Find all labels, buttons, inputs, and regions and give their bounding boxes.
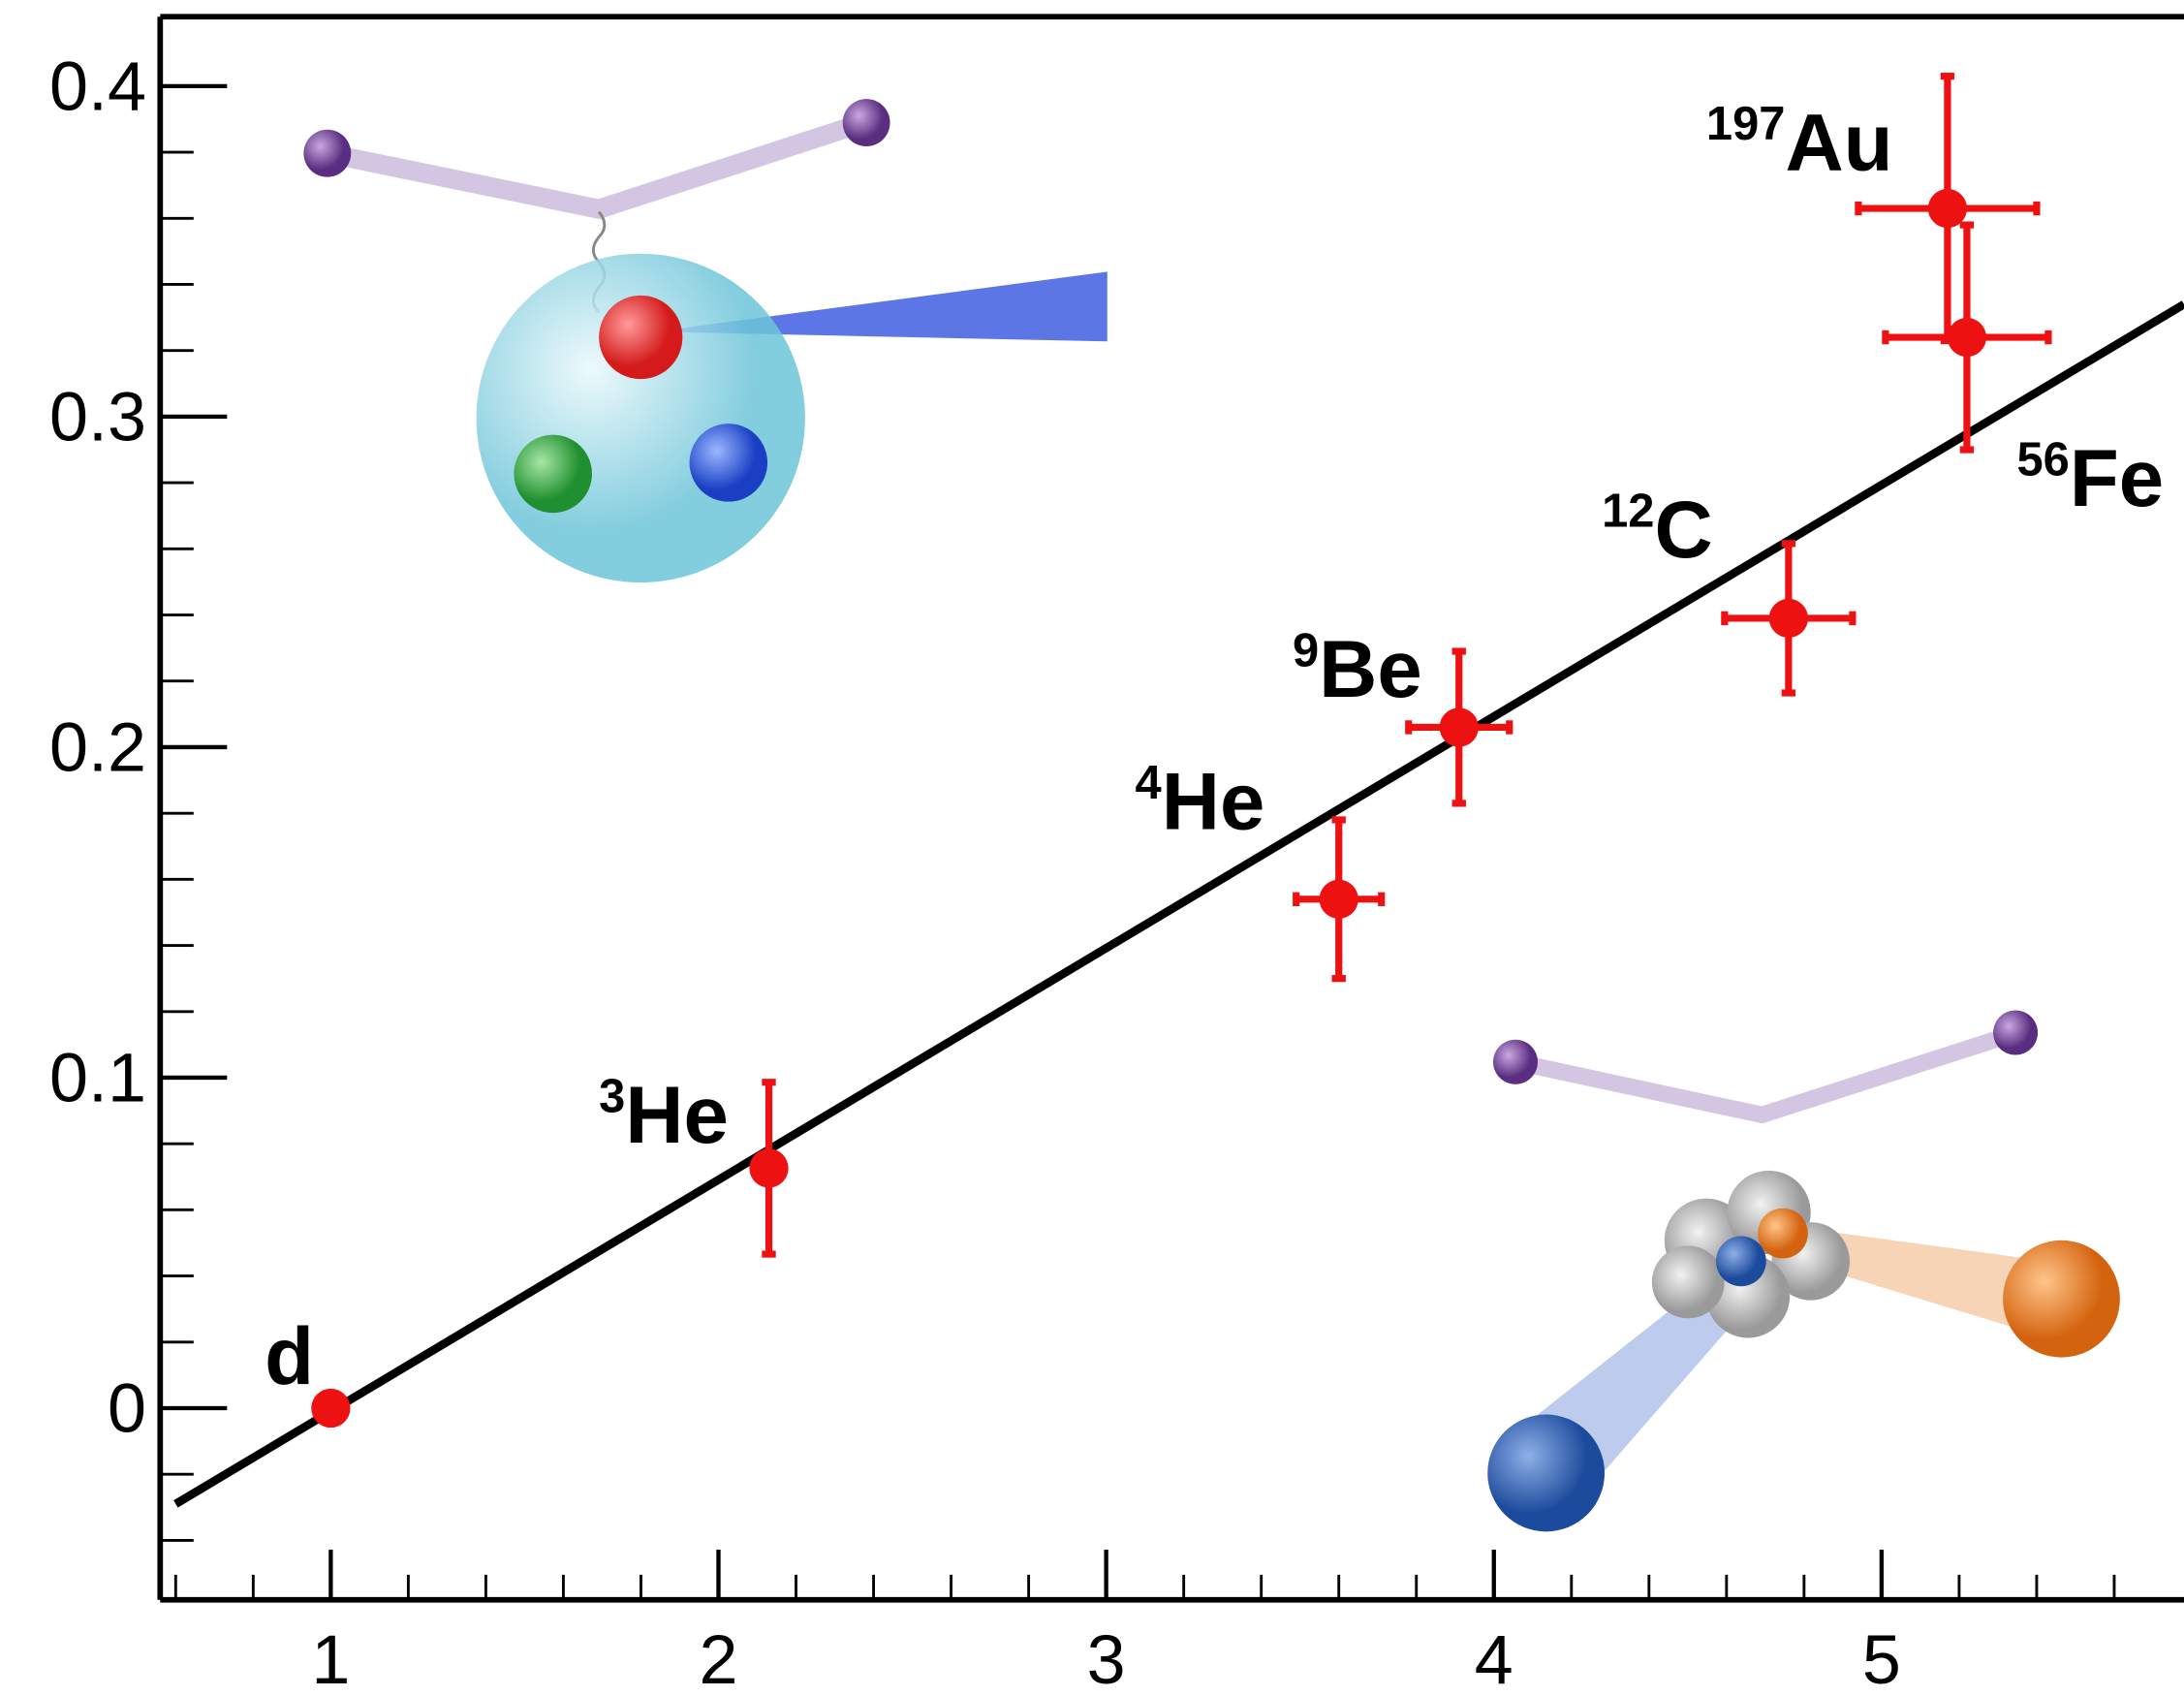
data-point <box>311 1388 351 1429</box>
illustration-nucleus <box>1487 1010 2120 1532</box>
label-mass-number: 3 <box>599 1070 625 1122</box>
illustration-proton <box>303 99 1108 583</box>
axes <box>157 14 2184 1603</box>
y-tick-label: 0.3 <box>49 378 146 455</box>
point-label: 12C <box>1602 485 1713 575</box>
label-mass-number: 197 <box>1706 98 1786 150</box>
label-mass-number: 9 <box>1293 624 1319 676</box>
point-label: 3He <box>599 1070 729 1160</box>
point-label: 56Fe <box>2017 433 2165 523</box>
y-tick-label: 0.1 <box>49 1039 146 1116</box>
label-element: Au <box>1785 97 1892 187</box>
label-element: Fe <box>2070 433 2164 523</box>
label-element: Be <box>1319 624 1422 714</box>
x-tick-label: 2 <box>700 1621 738 1696</box>
label-mass-number: 56 <box>2017 433 2070 486</box>
x-tick-label: 3 <box>1087 1621 1126 1696</box>
fit-line <box>173 300 2184 1508</box>
y-tick-label: 0.2 <box>49 708 146 786</box>
data-point <box>1439 707 1479 747</box>
data-point <box>1947 317 1987 358</box>
label-mass-number: 4 <box>1136 757 1162 809</box>
x-tick-label: 4 <box>1475 1621 1513 1696</box>
label-element: He <box>625 1070 729 1160</box>
y-tick-label: 0 <box>108 1369 146 1447</box>
data-point <box>1927 188 1968 229</box>
point-label: d <box>265 1311 314 1401</box>
x-tick-label: 5 <box>1862 1621 1901 1696</box>
label-element: He <box>1162 757 1265 847</box>
data-point <box>1319 879 1358 919</box>
data-point <box>1768 598 1808 639</box>
data-point <box>749 1148 789 1188</box>
label-element: d <box>265 1311 314 1401</box>
point-label: 4He <box>1136 757 1265 847</box>
x-tick-label: 1 <box>311 1621 350 1696</box>
label-element: C <box>1654 485 1712 575</box>
point-label: 9Be <box>1293 624 1422 714</box>
label-mass-number: 12 <box>1602 486 1654 538</box>
point-label: 197Au <box>1706 97 1893 187</box>
y-tick-label: 0.4 <box>49 47 146 125</box>
